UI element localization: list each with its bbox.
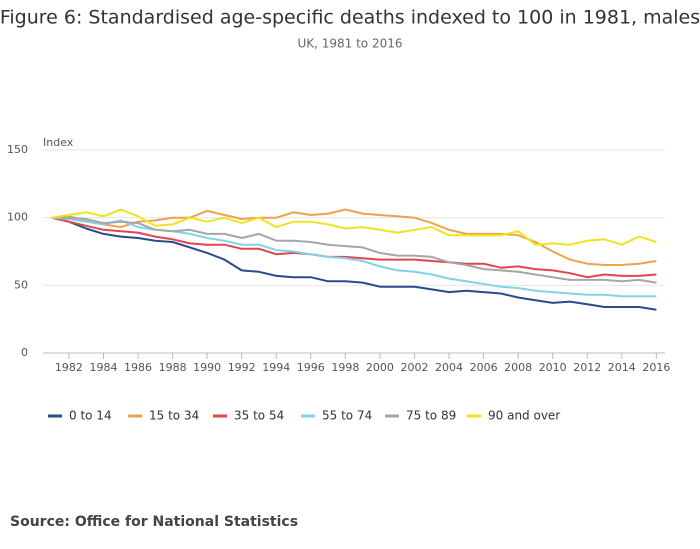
y-tick-label: 100 xyxy=(7,211,28,224)
x-tick-label: 2004 xyxy=(435,361,463,374)
x-tick-label: 2006 xyxy=(470,361,498,374)
y-tick-label: 150 xyxy=(7,143,28,156)
x-tick-label: 1992 xyxy=(228,361,256,374)
series-line xyxy=(51,216,657,284)
series-line xyxy=(51,216,657,279)
legend-label: 35 to 54 xyxy=(234,409,284,423)
legend-label: 15 to 34 xyxy=(149,409,199,423)
x-tick-label: 2008 xyxy=(504,361,532,374)
series-line xyxy=(51,208,657,246)
y-axis-label: Index xyxy=(43,136,74,149)
source: Source: Office for National Statistics xyxy=(10,514,298,530)
x-tick-label: 2016 xyxy=(642,361,670,374)
legend-label: 90 and over xyxy=(488,409,560,423)
x-tick-label: 1988 xyxy=(159,361,187,374)
chart-subtitle: UK, 1981 to 2016 xyxy=(297,37,402,51)
y-tick-label: 50 xyxy=(14,278,28,291)
x-tick-label: 1986 xyxy=(124,361,152,374)
x-tick-label: 1998 xyxy=(331,361,359,374)
x-tick-label: 2010 xyxy=(539,361,567,374)
chart-title: Figure 6: Standardised age-specific deat… xyxy=(0,7,700,29)
y-tick-label: 0 xyxy=(21,346,28,359)
series-line xyxy=(51,216,657,311)
x-tick-label: 1982 xyxy=(55,361,83,374)
legend-label: 75 to 89 xyxy=(406,409,456,423)
x-tick-label: 2002 xyxy=(400,361,428,374)
legend-label: 55 to 74 xyxy=(322,409,372,423)
x-tick-label: 2000 xyxy=(366,361,394,374)
x-tick-label: 1994 xyxy=(262,361,290,374)
x-tick-label: 1984 xyxy=(89,361,117,374)
series-line xyxy=(51,208,657,266)
x-tick-label: 1990 xyxy=(193,361,221,374)
legend-label: 0 to 14 xyxy=(69,409,112,423)
x-tick-label: 2012 xyxy=(573,361,601,374)
x-tick-label: 2014 xyxy=(608,361,636,374)
x-tick-label: 1996 xyxy=(297,361,325,374)
